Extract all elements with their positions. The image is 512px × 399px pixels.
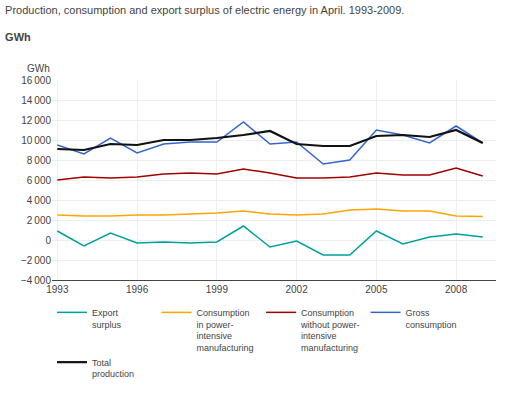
svg-text:0: 0 [45, 235, 51, 246]
svg-text:8 000: 8 000 [27, 155, 52, 166]
svg-text:1993: 1993 [46, 284, 69, 295]
svg-text:GWh: GWh [5, 31, 31, 43]
svg-text:10 000: 10 000 [21, 135, 51, 146]
svg-text:1999: 1999 [206, 284, 229, 295]
svg-text:Exportsurplus: Exportsurplus [92, 308, 122, 330]
svg-text:12 000: 12 000 [21, 115, 51, 126]
svg-text:Consumptionwithout power-inten: Consumptionwithout power-intensivemanufa… [300, 308, 360, 353]
svg-text:GWh: GWh [27, 63, 50, 74]
svg-text:2005: 2005 [365, 284, 388, 295]
svg-text:−2 000: −2 000 [21, 255, 52, 266]
svg-text:6 000: 6 000 [27, 175, 52, 186]
svg-text:2 000: 2 000 [27, 215, 52, 226]
svg-text:−4 000: −4 000 [21, 275, 52, 286]
svg-text:Grossconsumption: Grossconsumption [406, 308, 457, 330]
svg-text:1996: 1996 [126, 284, 149, 295]
svg-text:Consumptionin power-intensivem: Consumptionin power-intensivemanufacturi… [197, 308, 254, 353]
svg-text:Totalproduction: Totalproduction [92, 358, 134, 380]
svg-text:Production, consumption and ex: Production, consumption and export surpl… [5, 4, 404, 16]
svg-text:16 000: 16 000 [21, 75, 51, 86]
svg-text:14 000: 14 000 [21, 95, 51, 106]
svg-text:2002: 2002 [285, 284, 308, 295]
svg-text:2008: 2008 [445, 284, 468, 295]
svg-text:4 000: 4 000 [27, 195, 52, 206]
